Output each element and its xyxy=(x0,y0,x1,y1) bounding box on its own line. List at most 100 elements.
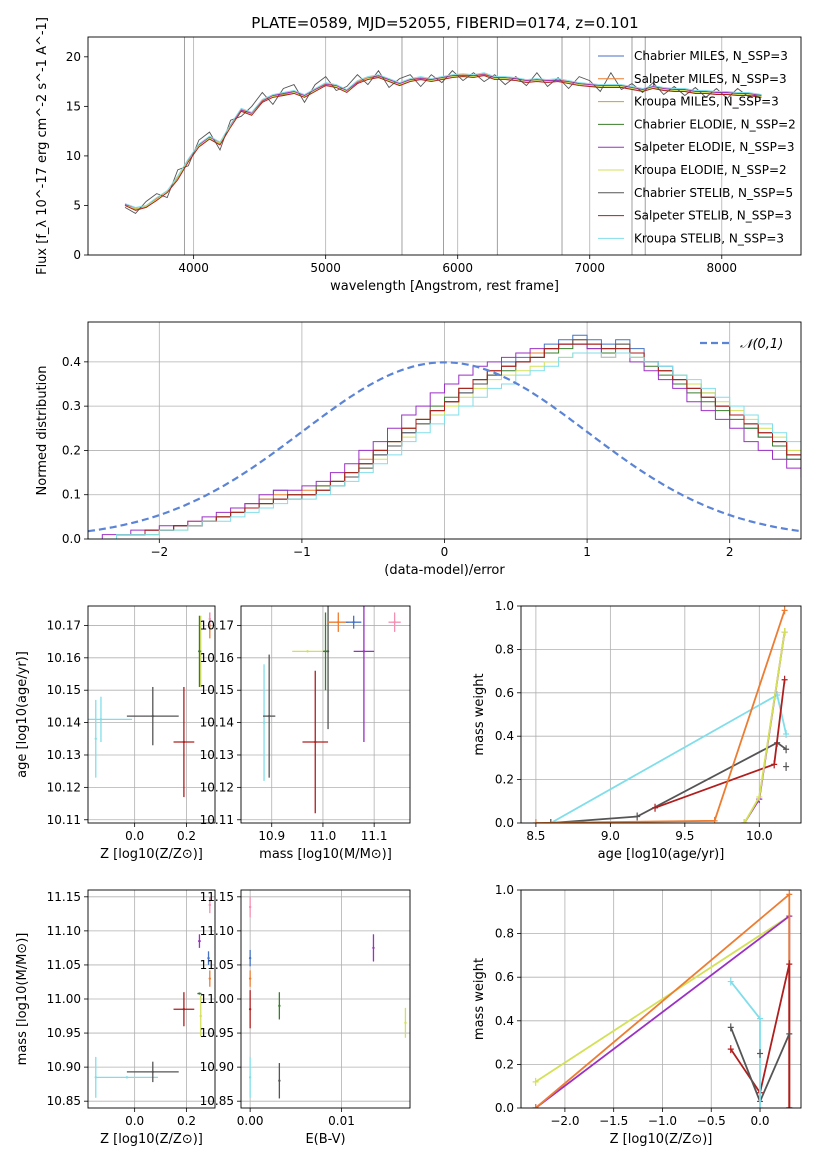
x-axis-label: age [log10(age/yr)] xyxy=(598,847,725,862)
legend-entry: Salpeter MILES, N_SSP=3 xyxy=(634,72,787,86)
y-tick-label: 10.17 xyxy=(47,618,81,632)
x-tick-label: 10.0 xyxy=(746,829,773,843)
weight-point-marker xyxy=(786,1029,793,1038)
y-tick-label: 10.17 xyxy=(200,618,234,632)
axes-frame xyxy=(87,36,802,256)
weight-point-marker xyxy=(783,745,790,754)
y-tick-label: 10.90 xyxy=(47,1060,81,1074)
x-tick-label: 11.1 xyxy=(361,829,388,843)
gaussian-curve xyxy=(88,361,801,533)
y-tick-label: 0.2 xyxy=(495,773,514,787)
x-axis-label: wavelength [Angstrom, rest frame] xyxy=(330,279,559,294)
weight-point-marker xyxy=(781,606,788,615)
x-tick-label: 0 xyxy=(441,545,449,559)
data-point xyxy=(404,1021,407,1025)
y-tick-label: 1.0 xyxy=(495,599,514,613)
axes-frame xyxy=(520,605,802,824)
histogram-step xyxy=(88,343,801,539)
panel-age_vs_Z: 0.0 0.2 10.11 10.12 10.13 10.14 10.15 10.16 10.1… xyxy=(15,605,216,862)
data-point xyxy=(324,650,327,653)
figure-title: PLATE=0589, MJD=52055, FIBERID=0174, z=0… xyxy=(251,14,638,32)
weight-point-marker xyxy=(532,819,539,823)
spectrum-legend: Chabrier MILES, N_SSP=3 Salpeter MILES, N… xyxy=(598,49,796,245)
data-point xyxy=(198,650,201,653)
spectrum-series-line xyxy=(124,72,762,208)
x-tick-label: 4000 xyxy=(178,261,209,275)
x-tick-label: 9.5 xyxy=(675,829,694,843)
axes-frame xyxy=(240,605,411,824)
data-point xyxy=(248,956,252,960)
weight-point-marker xyxy=(786,890,793,899)
axes-frame xyxy=(87,889,216,1109)
panel-mass_vs_ebv: 0.00 0.01 10.85 10.90 10.95 11.00 11.05 11.10 11… xyxy=(200,889,411,1147)
y-tick-label: 10 xyxy=(66,149,81,163)
x-tick-label: 0.01 xyxy=(328,1114,355,1128)
legend-entry: Kroupa MILES, N_SSP=3 xyxy=(634,95,779,109)
data-point xyxy=(198,992,201,995)
x-tick-label: 7000 xyxy=(574,261,605,275)
data-point xyxy=(278,1004,281,1008)
weight-point-marker xyxy=(757,1014,764,1023)
y-tick-label: 11.10 xyxy=(200,924,234,938)
weight-point-marker xyxy=(634,812,641,821)
axes-frame xyxy=(87,605,216,824)
spectrum-series-line xyxy=(124,75,762,211)
data-point xyxy=(352,620,355,624)
panel-mass_vs_Z: 0.0 0.2 10.85 10.90 10.95 11.00 11.05 11.10 11.1… xyxy=(15,889,216,1147)
x-tick-label: 0.0 xyxy=(125,829,144,843)
data-point xyxy=(208,977,212,980)
y-axis-label: mass weight xyxy=(472,958,487,1040)
y-axis-label: Normed distribution xyxy=(35,366,50,496)
plot-area-weight_vs_age xyxy=(532,606,790,823)
panel-weight_vs_Z: −2.0 −1.5 −1.0 −0.5 0.0 0.0 0.2 0.4 0.6 0.8 1.0 Z [… xyxy=(472,883,802,1147)
weight-point-marker xyxy=(532,1077,539,1086)
plot-area-age_vs_Z xyxy=(88,612,212,798)
x-tick-label: −1.0 xyxy=(648,1114,677,1128)
legend-entry: 𝒩(0,1) xyxy=(740,337,783,352)
x-tick-label: 8.5 xyxy=(526,829,545,843)
y-tick-label: 0 xyxy=(73,248,81,262)
plot-area-residuals xyxy=(88,334,801,539)
x-axis-label: (data-model)/error xyxy=(384,563,505,578)
y-tick-label: 10.11 xyxy=(200,813,234,827)
legend-entry: Kroupa STELIB, N_SSP=3 xyxy=(634,231,784,245)
x-tick-label: −2 xyxy=(150,545,168,559)
x-tick-label: 10.9 xyxy=(258,829,285,843)
weight-point-marker xyxy=(727,1023,734,1032)
histogram-step xyxy=(88,339,801,539)
legend-entry: Kroupa ELODIE, N_SSP=2 xyxy=(634,163,787,177)
y-tick-label: 0.0 xyxy=(495,816,514,830)
weight-point-marker xyxy=(756,792,763,801)
axes-frame xyxy=(87,321,802,540)
y-tick-label: 10.12 xyxy=(47,780,81,794)
y-tick-label: 10.13 xyxy=(200,748,234,762)
data-point xyxy=(248,1076,252,1079)
x-axis-label: Z [log10(Z/Z⊙)] xyxy=(100,847,203,862)
weight-point-marker xyxy=(783,730,790,739)
y-axis-label: Flux [f_λ 10^-17 erg cm^-2 s^-1 A^-1] xyxy=(35,17,50,275)
x-tick-label: 1 xyxy=(583,545,591,559)
data-point xyxy=(208,903,212,907)
y-tick-label: 0.8 xyxy=(495,927,514,941)
data-point xyxy=(99,718,103,721)
legend-entry: Chabrier STELIB, N_SSP=5 xyxy=(634,186,793,200)
legend-entry: Salpeter STELIB, N_SSP=3 xyxy=(634,209,792,223)
x-tick-label: 8000 xyxy=(707,261,738,275)
x-tick-label: 0.0 xyxy=(125,1114,144,1128)
data-point xyxy=(248,905,252,909)
y-tick-label: 0.3 xyxy=(62,399,81,413)
y-tick-label: 11.15 xyxy=(47,890,81,904)
y-tick-label: 1.0 xyxy=(495,883,514,897)
data-point xyxy=(267,714,271,718)
y-tick-label: 10.85 xyxy=(47,1094,81,1108)
data-point xyxy=(207,956,210,960)
x-tick-label: 0.00 xyxy=(237,1114,264,1128)
panel-spectrum: 4000 5000 6000 7000 8000 0 5 10 15 20 Chabrier MIL… xyxy=(35,17,802,294)
x-tick-label: −1.5 xyxy=(599,1114,628,1128)
y-tick-label: 11.15 xyxy=(200,890,234,904)
y-tick-label: 20 xyxy=(66,50,81,64)
x-tick-label: −0.5 xyxy=(697,1114,726,1128)
plot-area-mass_vs_ebv xyxy=(248,896,407,1099)
legend-entry: Chabrier ELODIE, N_SSP=2 xyxy=(634,117,796,131)
